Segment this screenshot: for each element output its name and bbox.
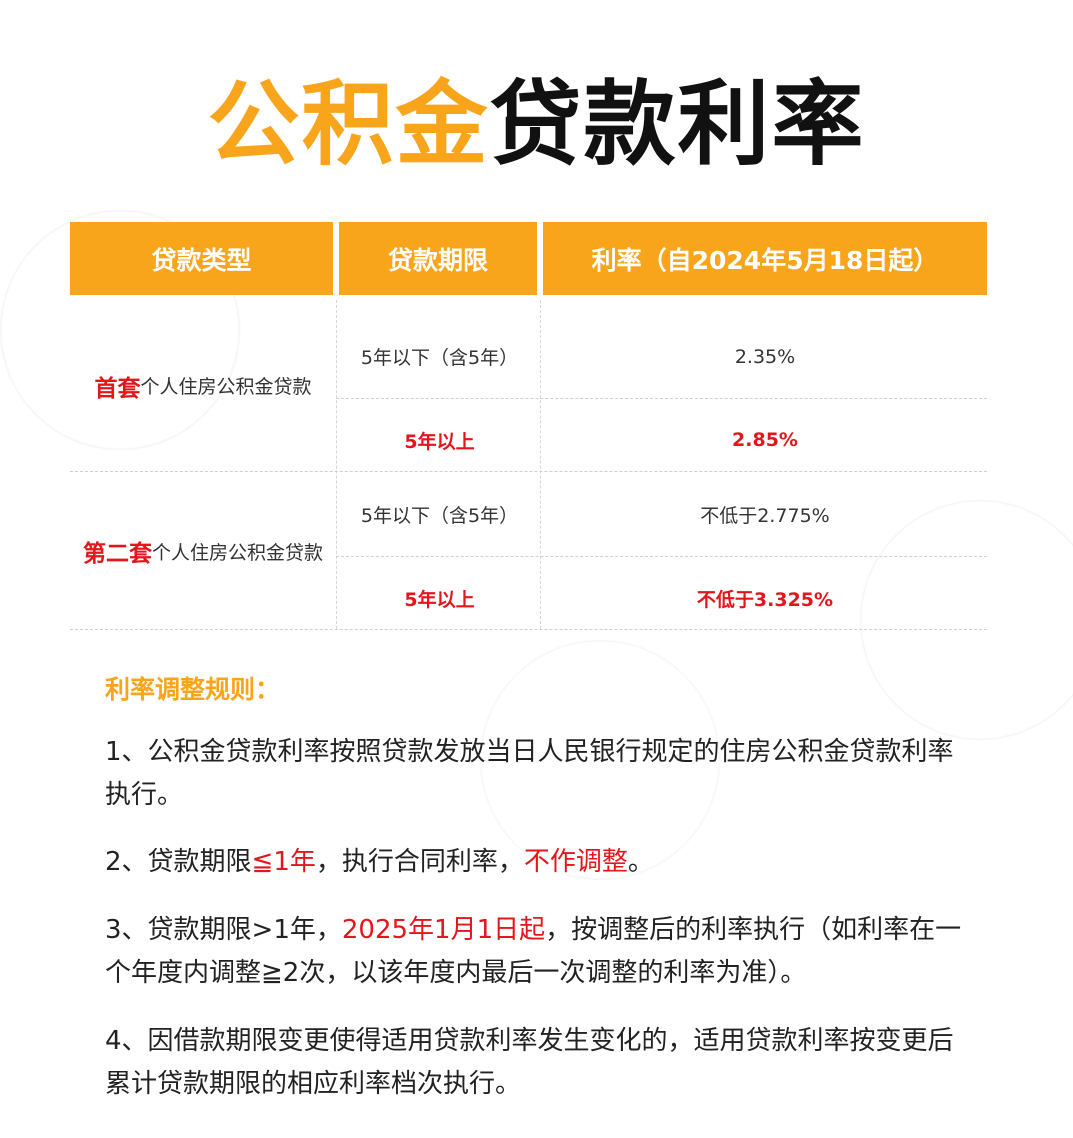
header-loan-term: 贷款期限 — [339, 222, 537, 295]
term-cell: 5年以下（含5年） — [360, 505, 519, 527]
header-rate: 利率（自2024年5月18日起） — [543, 222, 987, 295]
rule-item-4: 4、因借款期限变更使得适用贷款利率发生变化的，适用贷款利率按变更后累计贷款期限的… — [105, 1020, 975, 1106]
divider — [336, 300, 337, 629]
page-title: 公积金贷款利率 — [0, 70, 1073, 180]
divider — [336, 556, 987, 557]
title-black: 贷款利率 — [489, 71, 866, 178]
rule-text: 4、因借款期限变更使得适用贷款利率发生变化的，适用贷款利率按变更后累计贷款期限的… — [105, 1026, 954, 1099]
term-cell: 5年以上 — [404, 588, 475, 611]
type-rest: 个人住房公积金贷款 — [151, 541, 323, 564]
rule-highlight: ≦1年 — [251, 847, 316, 877]
rule-text: 2、贷款期限 — [105, 847, 252, 877]
type-highlight: 首套 — [94, 375, 141, 402]
rule-text: 。 — [627, 847, 654, 877]
rate-cell: 2.35% — [734, 345, 796, 368]
rule-highlight: 2025年1月1日起 — [341, 915, 546, 945]
title-orange: 公积金 — [207, 71, 490, 178]
rule-text: ，执行合同利率， — [315, 847, 524, 877]
term-cell: 5年以上 — [404, 430, 475, 453]
type-highlight: 第二套 — [82, 541, 152, 567]
rate-cell: 不低于2.775% — [700, 505, 830, 527]
rate-cell: 不低于3.325% — [696, 588, 834, 611]
rate-cell: 2.85% — [732, 429, 798, 451]
divider — [70, 629, 987, 630]
loan-type-second: 第二套 个人住房公积金贷款 — [70, 473, 336, 629]
rule-text: 1、公积金贷款利率按照贷款发放当日人民银行规定的住房公积金贷款利率执行。 — [105, 737, 954, 810]
type-rest: 个人住房公积金贷款 — [140, 376, 312, 398]
rule-item-1: 1、公积金贷款利率按照贷款发放当日人民银行规定的住房公积金贷款利率执行。 — [105, 731, 975, 817]
rule-text: ，按调整后的利率执行（如利率在一个年度内调整≧2次，以该年度内最后一次调整的利率… — [105, 915, 962, 988]
rules-heading: 利率调整规则： — [105, 675, 281, 704]
header-loan-type: 贷款类型 — [70, 222, 333, 295]
divider — [70, 471, 987, 472]
term-cell: 5年以下（含5年） — [360, 347, 519, 369]
rule-item-3: 3、贷款期限>1年，2025年1月1日起，按调整后的利率执行（如利率在一个年度内… — [105, 909, 975, 995]
divider — [540, 300, 541, 629]
rule-highlight: 不作调整 — [523, 847, 628, 877]
divider — [336, 398, 987, 399]
loan-type-first: 首套 个人住房公积金贷款 — [70, 300, 336, 471]
rule-item-2: 2、贷款期限≦1年，执行合同利率，不作调整。 — [105, 841, 975, 884]
rule-text: 3、贷款期限>1年， — [105, 915, 342, 945]
